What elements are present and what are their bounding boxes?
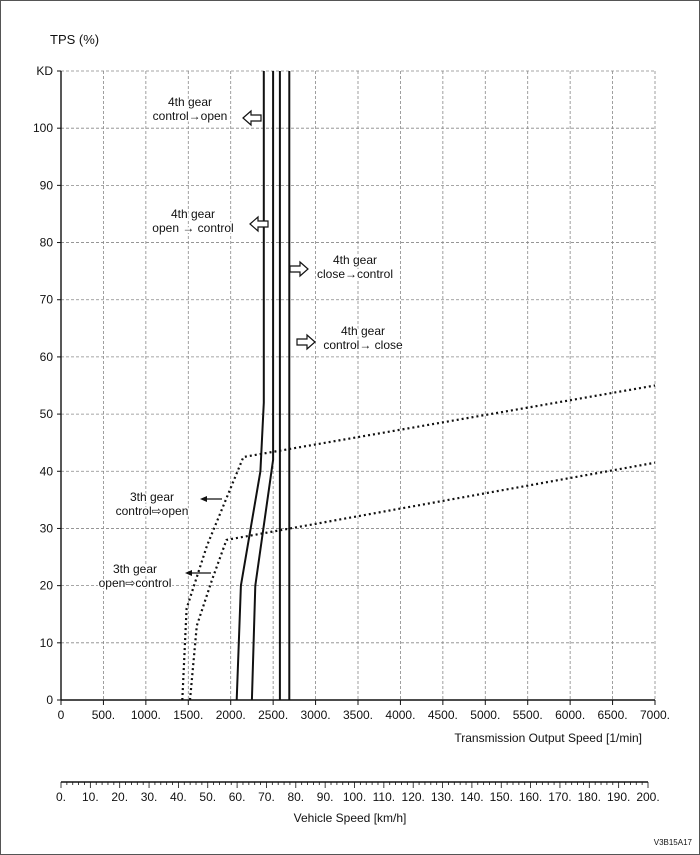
x-tick-label: 500.	[92, 708, 115, 722]
annotation-1-line-1: 4th gear	[168, 95, 212, 109]
y-tick-label: 0	[46, 693, 53, 707]
y-tick-label: 50	[40, 407, 54, 421]
annotation-6-arrow-icon	[185, 570, 192, 576]
x-tick-label: 2000.	[216, 708, 246, 722]
x-tick-label: 1000.	[131, 708, 161, 722]
annotation-6-line-1: 3th gear	[113, 562, 157, 576]
annotation-6-line-2: open⇨control	[99, 576, 172, 590]
x-tick-label: 2500.	[258, 708, 288, 722]
x2-tick-label: 130.	[431, 790, 454, 804]
x2-tick-label: 60.	[229, 790, 246, 804]
y-tick-label: 20	[40, 579, 54, 593]
y-tick-label: 80	[40, 236, 54, 250]
annotation-5-line-1: 3th gear	[130, 490, 174, 504]
x2-tick-label: 170.	[548, 790, 571, 804]
series-line-1	[181, 384, 656, 701]
y-tick-label: 100	[33, 121, 53, 135]
x-tick-label: 3000.	[301, 708, 331, 722]
annotation-5-arrow-icon	[200, 496, 207, 502]
y-axis-title: TPS (%)	[50, 32, 99, 47]
x2-tick-label: 100.	[343, 790, 366, 804]
annotation-1-arrow-icon	[242, 109, 262, 127]
x2-tick-label: 200.	[636, 790, 659, 804]
x2-tick-label: 10.	[82, 790, 99, 804]
x-axis-title: Transmission Output Speed [1/min]	[454, 731, 642, 745]
x2-tick-label: 110.	[373, 790, 395, 804]
x2-tick-label: 160.	[519, 790, 542, 804]
x2-tick-label: 40.	[170, 790, 187, 804]
x2-tick-label: 0.	[56, 790, 66, 804]
x2-tick-label: 190.	[607, 790, 630, 804]
x2-tick-label: 120.	[402, 790, 425, 804]
annotation-3-arrow-icon	[289, 260, 309, 278]
y-tick-label: KD	[36, 64, 53, 78]
x-tick-label: 3500.	[343, 708, 373, 722]
y-tick-label: 30	[40, 521, 54, 535]
x-tick-label: 5500.	[513, 708, 543, 722]
x2-tick-label: 30.	[141, 790, 158, 804]
x2-tick-label: 90.	[317, 790, 334, 804]
x2-tick-label: 50.	[199, 790, 216, 804]
y-tick-label: 10	[40, 636, 54, 650]
series-group	[181, 71, 656, 701]
x-tick-label: 4500.	[428, 708, 458, 722]
x2-tick-label: 80.	[287, 790, 304, 804]
y-tick-label: 70	[40, 293, 54, 307]
grid	[61, 70, 656, 700]
annotation-1-line-2: control→open	[153, 109, 228, 123]
x-tick-label: 6500.	[598, 708, 628, 722]
x2-tick-label: 70.	[258, 790, 275, 804]
x-tick-label: 5000.	[470, 708, 500, 722]
annotation-2-arrow-icon	[249, 215, 269, 233]
annotation-4-line-1: 4th gear	[341, 324, 385, 338]
annotation-2-line-2: open → control	[152, 221, 233, 235]
annotation-4-line-2: control→ close	[323, 338, 403, 352]
series-line-2	[188, 461, 656, 701]
annotation-4-arrow-icon	[296, 333, 316, 351]
x2-tick-label: 150.	[490, 790, 513, 804]
x-tick-label: 0	[58, 708, 65, 722]
y-tick-label: 40	[40, 464, 54, 478]
x-tick-label: 7000.	[640, 708, 670, 722]
series-line-4	[250, 71, 275, 701]
x-tick-label: 6000.	[555, 708, 585, 722]
y-tick-label: 60	[40, 350, 54, 364]
axes: 0 10 20 30 40 50 60 70 80 90 100 KD 0 500. 1000. 1500. 2…	[33, 64, 670, 804]
y-tick-label: 90	[40, 178, 54, 192]
annotation-5-line-2: control⇨open	[116, 504, 189, 518]
x-tick-label: 1500.	[173, 708, 203, 722]
annotation-3-line-2: close→control	[317, 267, 393, 281]
annotation-3-line-1: 4th gear	[333, 253, 377, 267]
x2-tick-label: 180.	[578, 790, 601, 804]
series-line-3	[235, 71, 265, 701]
annotation-2-line-1: 4th gear	[171, 207, 215, 221]
x2-tick-label: 20.	[111, 790, 128, 804]
x2-axis-title: Vehicle Speed [km/h]	[294, 811, 407, 825]
figure-id: V3B15A17	[654, 838, 693, 847]
x-tick-label: 4000.	[385, 708, 415, 722]
x2-tick-label: 140.	[460, 790, 483, 804]
